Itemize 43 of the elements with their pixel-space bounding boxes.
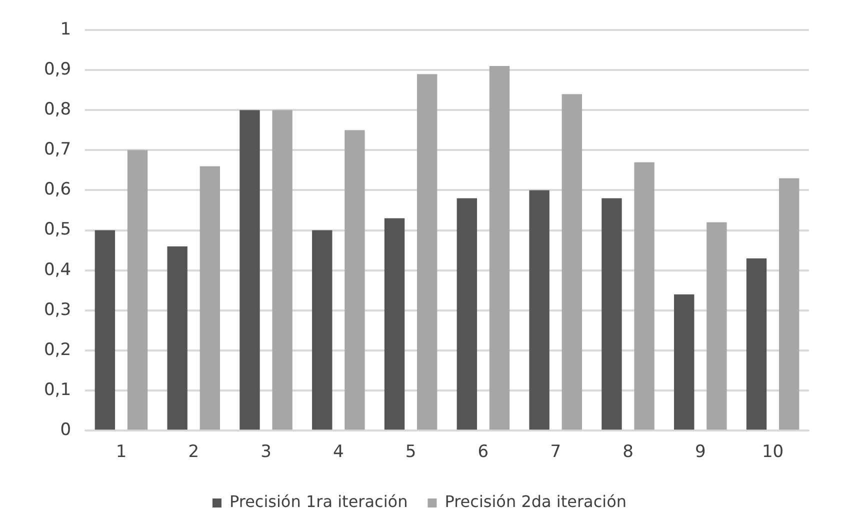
- bar: [562, 94, 582, 430]
- x-tick-label: 9: [694, 442, 706, 462]
- legend-label: Precisión 2da iteración: [444, 492, 627, 512]
- y-tick-label: 0,9: [44, 59, 72, 80]
- bar: [344, 130, 365, 430]
- x-tick-label: 4: [333, 442, 344, 462]
- bar: [272, 110, 292, 430]
- bar: [312, 230, 332, 430]
- y-tick-label: 0,5: [44, 220, 72, 240]
- bar: [456, 198, 478, 430]
- y-tick-label: 0,6: [44, 180, 72, 200]
- bar: [674, 294, 694, 430]
- x-tick-label: 3: [260, 442, 272, 462]
- x-tick-label: 8: [622, 442, 634, 462]
- y-tick-label: 0,4: [44, 260, 72, 280]
- bar: [384, 218, 405, 430]
- y-tick-label: 0: [60, 420, 72, 440]
- bar: [746, 258, 767, 430]
- y-tick-label: 0,3: [44, 300, 72, 320]
- y-tick-label: 1: [60, 19, 72, 40]
- x-tick-label: 1: [116, 442, 127, 462]
- y-tick-label: 0,1: [44, 380, 72, 400]
- x-tick-label: 10: [762, 442, 784, 462]
- bar: [417, 74, 438, 430]
- x-tick-label: 2: [188, 442, 200, 462]
- y-tick-label: 0,2: [44, 340, 72, 360]
- bar: [94, 230, 116, 430]
- bar: [529, 190, 550, 430]
- legend-label: Precisión 1ra iteración: [229, 492, 408, 512]
- x-tick-label: 7: [550, 442, 562, 462]
- bar: [489, 66, 510, 430]
- bar: [200, 166, 220, 430]
- bar: [706, 222, 727, 430]
- y-tick-label: 0,7: [44, 140, 72, 160]
- x-tick-label: 6: [478, 442, 489, 462]
- x-tick-label: 5: [405, 442, 416, 462]
- bar: [167, 246, 188, 430]
- bar: [127, 150, 148, 430]
- bar: [602, 198, 622, 430]
- bar: [778, 178, 800, 430]
- y-tick-label: 0,8: [44, 100, 72, 120]
- bar: [634, 162, 654, 430]
- bar: [240, 110, 260, 430]
